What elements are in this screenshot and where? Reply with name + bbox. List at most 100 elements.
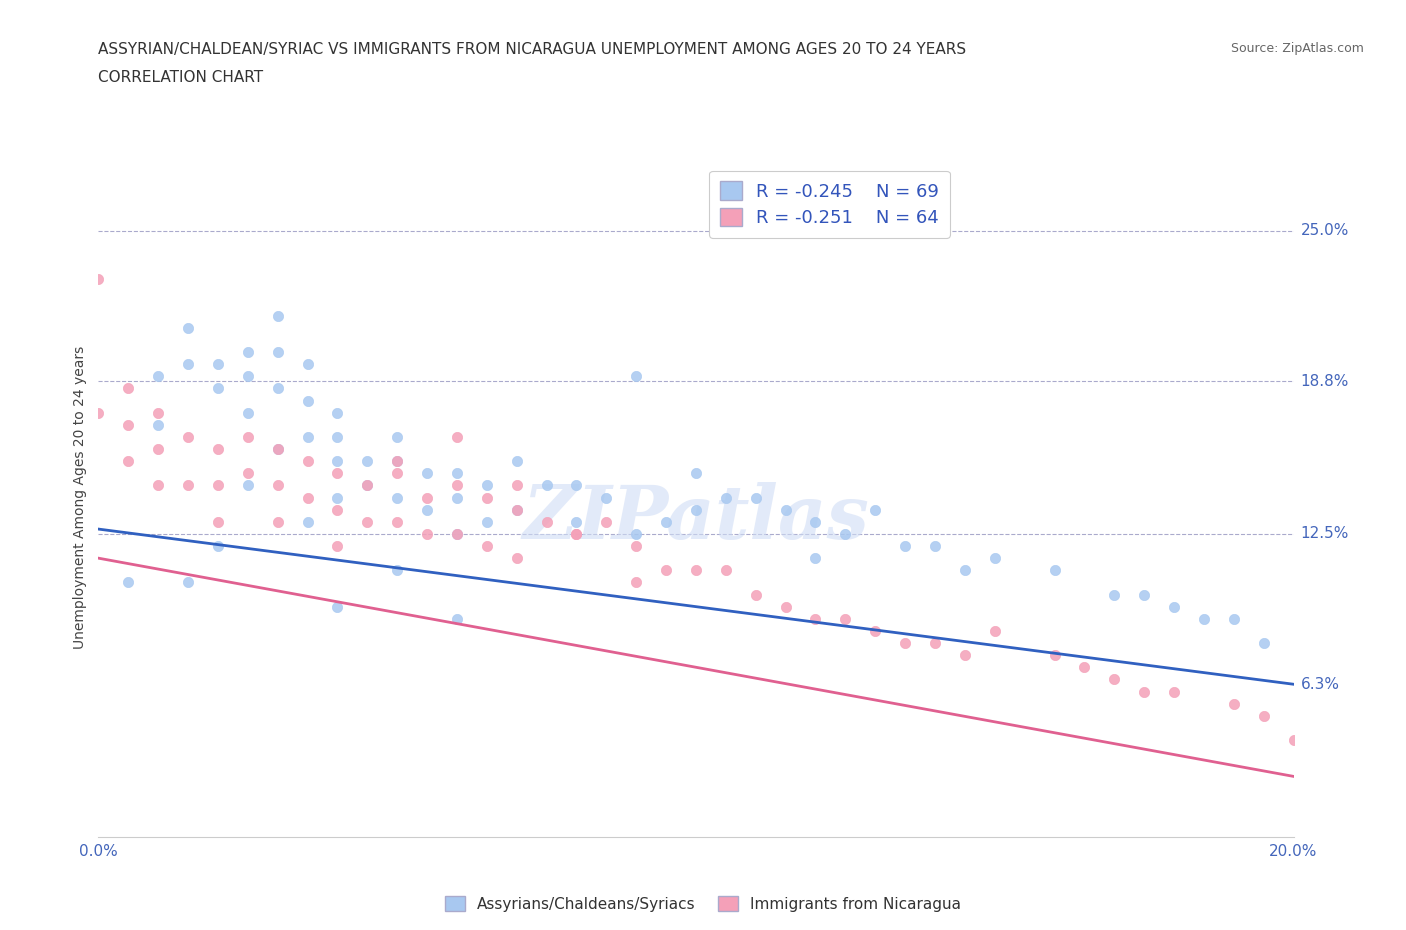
Point <box>685 502 707 517</box>
Point <box>356 454 378 469</box>
Point <box>953 563 976 578</box>
Point <box>924 635 946 650</box>
Point <box>865 623 887 638</box>
Point <box>865 502 887 517</box>
Point <box>297 454 319 469</box>
Point <box>207 538 229 553</box>
Point <box>804 514 827 529</box>
Point <box>446 490 468 505</box>
Point <box>775 502 797 517</box>
Point <box>506 502 529 517</box>
Point <box>177 575 200 590</box>
Point <box>655 514 678 529</box>
Point <box>416 490 439 505</box>
Point <box>655 563 678 578</box>
Point <box>1073 660 1095 675</box>
Point <box>267 345 290 360</box>
Point <box>834 526 856 541</box>
Point <box>117 454 139 469</box>
Legend: R = -0.245    N = 69, R = -0.251    N = 64: R = -0.245 N = 69, R = -0.251 N = 64 <box>709 170 950 238</box>
Point <box>1043 647 1066 662</box>
Point <box>385 514 409 529</box>
Point <box>834 611 856 626</box>
Point <box>475 514 498 529</box>
Point <box>624 538 647 553</box>
Point <box>983 623 1005 638</box>
Point <box>267 442 290 457</box>
Point <box>267 442 290 457</box>
Point <box>1133 587 1156 602</box>
Point <box>506 551 529 565</box>
Point <box>506 454 529 469</box>
Point <box>385 466 409 481</box>
Text: ZIPatlas: ZIPatlas <box>523 482 869 554</box>
Point <box>1043 563 1066 578</box>
Point <box>624 369 647 384</box>
Point <box>804 611 827 626</box>
Point <box>385 454 409 469</box>
Point <box>416 502 439 517</box>
Point <box>1104 672 1126 687</box>
Point <box>685 563 707 578</box>
Point <box>416 526 439 541</box>
Point <box>267 308 290 323</box>
Point <box>207 442 229 457</box>
Point <box>1163 599 1185 614</box>
Point <box>236 405 259 420</box>
Point <box>177 357 200 372</box>
Point <box>775 599 797 614</box>
Point <box>745 490 768 505</box>
Point <box>207 381 229 396</box>
Text: Source: ZipAtlas.com: Source: ZipAtlas.com <box>1230 42 1364 55</box>
Point <box>236 478 259 493</box>
Point <box>475 538 498 553</box>
Point <box>207 478 229 493</box>
Point <box>356 478 378 493</box>
Point <box>1223 697 1246 711</box>
Point <box>506 502 529 517</box>
Point <box>326 466 349 481</box>
Point <box>475 490 498 505</box>
Point <box>1282 733 1305 748</box>
Point <box>953 647 976 662</box>
Point <box>1253 635 1275 650</box>
Point <box>236 369 259 384</box>
Point <box>236 430 259 445</box>
Point <box>356 514 378 529</box>
Point <box>326 502 349 517</box>
Point <box>177 430 200 445</box>
Point <box>297 430 319 445</box>
Point <box>117 575 139 590</box>
Point <box>1133 684 1156 699</box>
Point <box>148 442 170 457</box>
Point <box>446 526 468 541</box>
Text: 18.8%: 18.8% <box>1301 374 1348 389</box>
Point <box>565 526 588 541</box>
Text: CORRELATION CHART: CORRELATION CHART <box>98 70 263 85</box>
Point <box>804 551 827 565</box>
Point <box>565 514 588 529</box>
Point <box>148 418 170 432</box>
Point <box>536 478 558 493</box>
Point <box>536 514 558 529</box>
Text: 6.3%: 6.3% <box>1301 677 1340 692</box>
Point <box>297 357 319 372</box>
Point <box>983 551 1005 565</box>
Point <box>326 405 349 420</box>
Point <box>446 526 468 541</box>
Point <box>236 466 259 481</box>
Point <box>326 538 349 553</box>
Point <box>1223 611 1246 626</box>
Point <box>924 538 946 553</box>
Point <box>624 575 647 590</box>
Text: 25.0%: 25.0% <box>1301 223 1348 238</box>
Point <box>297 490 319 505</box>
Point <box>714 563 737 578</box>
Point <box>326 490 349 505</box>
Point <box>87 272 110 286</box>
Point <box>475 478 498 493</box>
Point <box>595 514 617 529</box>
Point <box>565 478 588 493</box>
Text: ASSYRIAN/CHALDEAN/SYRIAC VS IMMIGRANTS FROM NICARAGUA UNEMPLOYMENT AMONG AGES 20: ASSYRIAN/CHALDEAN/SYRIAC VS IMMIGRANTS F… <box>98 42 966 57</box>
Point <box>595 490 617 505</box>
